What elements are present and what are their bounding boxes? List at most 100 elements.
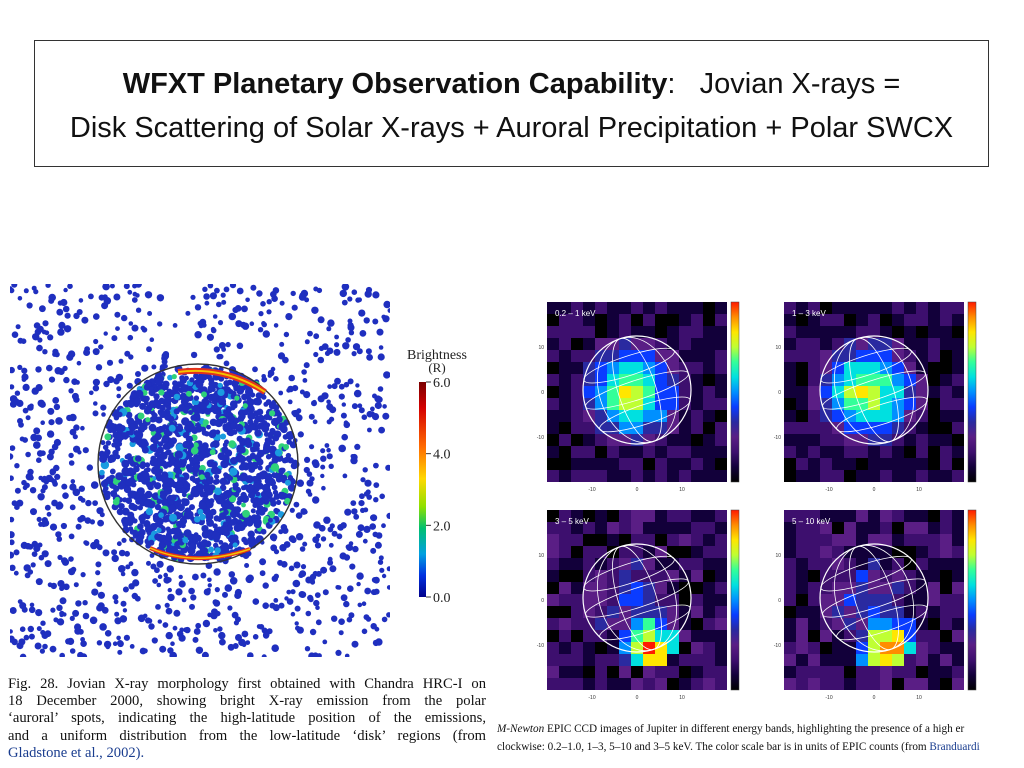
photon-dot — [194, 304, 202, 311]
count-pixel — [796, 446, 808, 458]
disk-photon-dot — [188, 410, 193, 415]
count-pixel — [784, 410, 796, 422]
count-pixel — [892, 510, 904, 522]
disk-photon-dot — [130, 391, 137, 399]
photon-dot — [47, 582, 53, 588]
count-pixel — [784, 470, 796, 482]
photon-dot — [353, 513, 360, 520]
photon-dot — [372, 393, 377, 399]
disk-photon-dot — [184, 499, 190, 505]
count-pixel — [595, 582, 607, 594]
count-pixel — [928, 422, 940, 434]
photon-dot — [357, 602, 363, 608]
count-pixel — [880, 558, 892, 570]
photon-dot — [40, 450, 46, 456]
disk-photon-dot — [225, 406, 232, 413]
count-pixel — [547, 606, 559, 618]
photon-dot — [365, 489, 371, 495]
count-pixel — [679, 458, 691, 470]
disk-photon-dot — [157, 425, 165, 433]
count-pixel — [595, 666, 607, 678]
photon-dot — [54, 367, 62, 375]
count-pixel — [784, 338, 796, 350]
count-pixel — [892, 594, 904, 606]
count-pixel — [583, 434, 595, 446]
photon-dot — [44, 560, 52, 568]
count-pixel — [868, 570, 880, 582]
photon-dot — [28, 475, 34, 481]
disk-photon-dot — [102, 444, 109, 451]
photon-dot — [13, 549, 20, 556]
photon-dot — [118, 549, 126, 557]
disk-photon-dot — [140, 477, 146, 483]
disk-photon-dot — [247, 419, 254, 425]
photon-dot — [249, 321, 255, 326]
photon-dot — [202, 286, 208, 292]
photon-dot — [359, 330, 367, 337]
disk-photon-dot — [241, 485, 246, 491]
count-pixel — [892, 446, 904, 458]
count-pixel — [904, 470, 916, 482]
disk-photon-dot — [261, 483, 270, 492]
photon-dot — [26, 302, 33, 309]
photon-dot — [69, 504, 76, 511]
photon-dot — [372, 531, 379, 538]
disk-photon-dot — [139, 528, 145, 534]
photon-dot — [97, 591, 105, 599]
count-pixel — [952, 570, 964, 582]
count-pixel — [643, 446, 655, 458]
photon-dot — [163, 572, 168, 578]
count-pixel — [559, 458, 571, 470]
disk-photon-dot — [232, 542, 238, 548]
disk-photon-dot — [129, 529, 136, 535]
photon-dot — [217, 320, 224, 326]
photon-dot — [381, 523, 386, 529]
count-pixel — [880, 314, 892, 326]
count-pixel — [952, 374, 964, 386]
photon-dot — [30, 508, 37, 516]
count-pixel — [583, 678, 595, 690]
count-pixel — [784, 510, 796, 522]
photon-dot — [140, 325, 146, 331]
photon-dot — [161, 358, 168, 365]
count-pixel — [691, 446, 703, 458]
photon-dot — [235, 634, 242, 641]
photon-dot — [362, 467, 368, 473]
photon-dot — [36, 457, 42, 463]
disk-photon-dot — [269, 440, 276, 446]
count-pixel — [916, 314, 928, 326]
photon-dot — [378, 345, 384, 350]
photon-dot — [69, 428, 77, 436]
photon-dot — [114, 617, 122, 625]
photon-dot — [151, 364, 157, 370]
count-pixel — [655, 374, 667, 386]
count-pixel — [952, 582, 964, 594]
photon-dot — [109, 284, 115, 289]
count-pixel — [691, 594, 703, 606]
count-pixel — [928, 630, 940, 642]
count-pixel — [595, 302, 607, 314]
photon-dot — [70, 479, 76, 484]
count-pixel — [679, 446, 691, 458]
count-pixel — [547, 302, 559, 314]
count-pixel — [583, 546, 595, 558]
disk-photon-dot — [252, 518, 260, 526]
disk-photon-dot — [165, 449, 172, 456]
photon-dot — [167, 593, 175, 602]
photon-dot — [195, 646, 204, 654]
photon-dot — [194, 331, 202, 339]
count-pixel — [916, 434, 928, 446]
photon-dot — [320, 448, 326, 454]
disk-photon-dot — [221, 542, 229, 550]
count-pixel — [880, 302, 892, 314]
disk-photon-dot — [114, 496, 120, 502]
count-pixel — [691, 362, 703, 374]
photon-dot — [128, 354, 134, 360]
photon-dot — [48, 448, 55, 455]
count-pixel — [784, 558, 796, 570]
count-pixel — [595, 326, 607, 338]
count-pixel — [892, 362, 904, 374]
left-figure-caption: Fig. 28. Jovian X-ray morphology first o… — [8, 676, 486, 762]
photon-dot — [204, 300, 210, 306]
photon-dot — [336, 533, 343, 540]
